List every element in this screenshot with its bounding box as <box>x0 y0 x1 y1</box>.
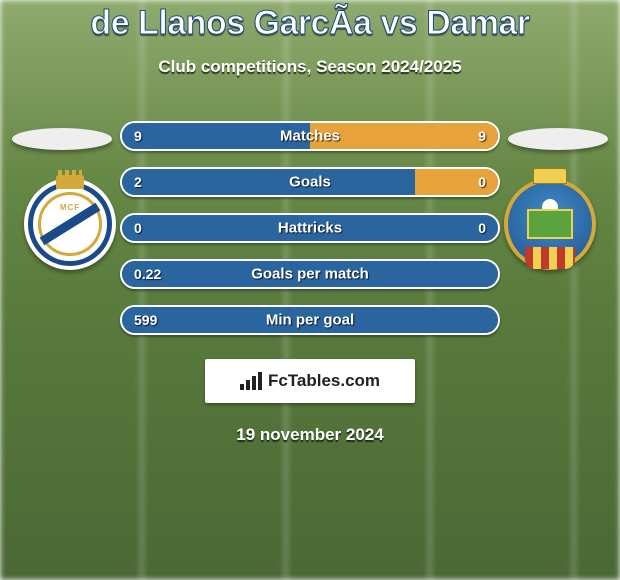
date-label: 19 november 2024 <box>0 425 620 445</box>
stat-segment-left <box>122 307 498 333</box>
comparison-card: de Llanos GarcÃ­a vs Damar Club competit… <box>0 0 620 580</box>
subtitle: Club competitions, Season 2024/2025 <box>0 57 620 77</box>
stat-segment-left <box>122 169 415 195</box>
stat-segment-left <box>122 123 310 149</box>
club-crest-left: MCF <box>24 178 116 270</box>
brand-text: FcTables.com <box>268 371 380 391</box>
club-crest-right <box>504 178 596 270</box>
stat-segment-left <box>122 215 498 241</box>
brand-watermark: FcTables.com <box>205 359 415 403</box>
barchart-icon <box>240 372 262 390</box>
stat-row: Hattricks00 <box>120 213 500 243</box>
player-silhouette-right <box>508 128 608 150</box>
stat-row: Matches99 <box>120 121 500 151</box>
stat-segment-left <box>122 261 498 287</box>
page-title: de Llanos GarcÃ­a vs Damar <box>0 0 620 43</box>
stat-segment-right <box>310 123 498 149</box>
stat-row: Min per goal599 <box>120 305 500 335</box>
stat-segment-right <box>415 169 498 195</box>
stat-row: Goals per match0.22 <box>120 259 500 289</box>
stat-row: Goals20 <box>120 167 500 197</box>
player-silhouette-left <box>12 128 112 150</box>
